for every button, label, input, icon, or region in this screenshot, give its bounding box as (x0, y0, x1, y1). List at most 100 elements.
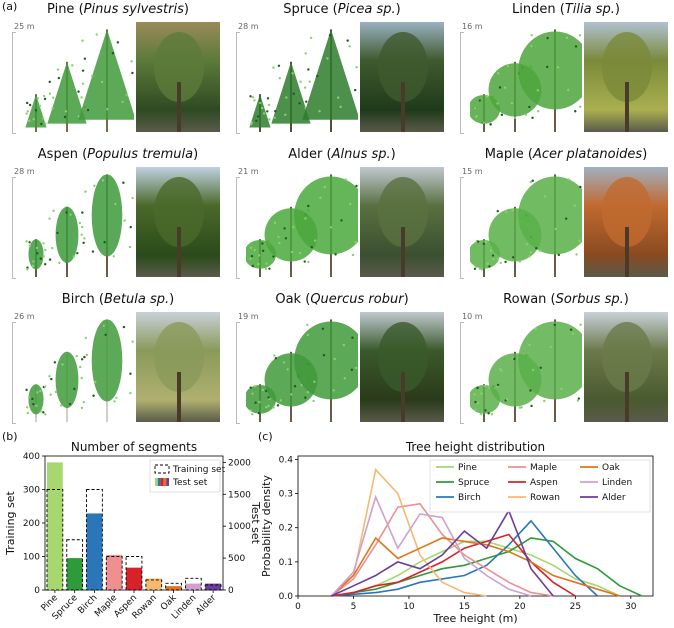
x-tick-label: 15 (459, 602, 470, 612)
species-common-name: Spruce (283, 2, 329, 17)
training-set-bar (86, 489, 103, 591)
training-set-bar (204, 584, 222, 591)
series-line-aspen (331, 533, 576, 597)
species-title: Rowan (Sorbus sp.) (503, 292, 629, 307)
point-cloud-tree-icon (518, 29, 582, 132)
point-cloud-tree-icon (271, 61, 311, 132)
y-tick-label: 200 (23, 519, 40, 529)
species-latin-name: Alnus sp. (331, 147, 391, 162)
y2-tick-label: 1500 (228, 490, 251, 500)
species-cell-spruce: Spruce (Picea sp.) 28 m (232, 0, 452, 145)
height-distribution-chart: Tree height distribution 0 5 10 15 20 25 30 0.0 0… (260, 440, 654, 625)
species-cell-rowan: Rowan (Sorbus sp.) 10 m (456, 290, 674, 435)
point-cloud-trees (470, 174, 582, 277)
height-scale-bracket (236, 177, 240, 279)
y2-tick-label: 500 (228, 554, 245, 564)
y-tick-label: 0.1 (279, 558, 293, 568)
series-line-oak (330, 536, 620, 597)
legend-label: Test set (172, 478, 208, 488)
chart-legend: Pine Spruce Birch Maple Aspen Rowan Oak Linden A… (429, 459, 651, 513)
training-set-bar (46, 489, 64, 591)
point-cloud-trees (25, 174, 134, 277)
panel-label-b: (b) (2, 430, 18, 443)
y-tick-label: 400 (23, 452, 40, 462)
species-latin-name: Betula sp. (104, 292, 170, 307)
height-scale-bracket (236, 322, 240, 424)
point-cloud-trees (246, 174, 358, 277)
point-cloud-tree-icon (48, 351, 86, 422)
height-scale-label: 21 m (238, 167, 259, 176)
height-scale-bracket (236, 32, 240, 134)
legend-label: Linden (602, 478, 632, 488)
height-scale-label: 25 m (14, 22, 35, 31)
y2-tick-label: 1000 (228, 522, 251, 532)
species-common-name: Maple (484, 147, 524, 162)
x-tick-label: 5 (351, 602, 357, 612)
species-title: Oak (Quercus robur) (275, 292, 409, 307)
y-tick-label: 0.0 (279, 592, 294, 602)
y-axis-label: Probability density (260, 475, 273, 577)
species-cell-maple: Maple (Acer platanoides) 15 m (456, 145, 674, 290)
tree-photo (584, 312, 668, 422)
point-cloud-tree-icon (48, 206, 86, 277)
legend-swatch-test (155, 478, 158, 486)
chart-title: Tree height distribution (405, 440, 545, 454)
species-cell-oak: Oak (Quercus robur) 19 m (232, 290, 452, 435)
species-title: Maple (Acer platanoides) (484, 147, 648, 162)
legend-label: Maple (530, 463, 557, 473)
species-title: Pine (Pinus sylvestris) (47, 2, 189, 17)
point-cloud-tree-icon (25, 239, 47, 277)
test-set-bar (86, 513, 103, 590)
species-common-name: Linden (512, 2, 556, 17)
series-line-alder (330, 508, 554, 597)
tree-photo (136, 167, 220, 277)
legend-label: Oak (602, 463, 621, 473)
species-common-name: Birch (61, 292, 95, 307)
legend-label: Spruce (458, 478, 490, 488)
species-title: Alder (Alnus sp.) (288, 147, 396, 162)
height-scale-bracket (460, 322, 464, 424)
height-scale-label: 10 m (462, 312, 483, 321)
point-cloud-tree-icon (25, 384, 47, 422)
segments-bar-chart: Number of segments 0 100 200 300 400 0 500 1000 1… (4, 440, 260, 622)
tree-photo (584, 167, 668, 277)
height-scale-label: 26 m (14, 312, 35, 321)
species-common-name: Rowan (503, 292, 547, 307)
x-tick-label: 10 (403, 602, 415, 612)
species-latin-name: Quercus robur (310, 292, 404, 307)
chart-legend: Training set Test set (149, 459, 226, 493)
series-line-spruce (331, 537, 643, 597)
species-title: Birch (Betula sp.) (61, 292, 175, 307)
legend-box (429, 459, 651, 513)
species-cell-alder: Alder (Alnus sp.) 21 m (232, 145, 452, 290)
plot-frame (297, 455, 654, 597)
height-scale-bracket (12, 177, 16, 279)
point-cloud-tree-icon (80, 174, 134, 277)
test-set-bar (66, 558, 83, 590)
species-cell-linden: Linden (Tilia sp.) 16 m (456, 0, 674, 145)
y2-tick-label: 2000 (228, 458, 251, 468)
y-tick-label: 0 (34, 586, 40, 596)
species-title: Linden (Tilia sp.) (512, 2, 620, 17)
point-cloud-tree-icon (249, 94, 271, 132)
point-cloud-trees (246, 319, 358, 422)
test-set-bar (185, 583, 202, 590)
x-tick-label: Alder (194, 593, 218, 617)
y2-axis-label: Test set (249, 501, 260, 545)
species-latin-name: Populus tremula (87, 147, 194, 162)
height-scale-bracket (12, 32, 16, 134)
tree-photo (136, 22, 220, 132)
y-tick-label: 300 (23, 486, 40, 496)
legend-label: Birch (458, 493, 481, 503)
tree-photo (584, 22, 668, 132)
species-common-name: Oak (275, 292, 302, 307)
legend-swatch-test (160, 478, 164, 486)
tree-photo (136, 312, 220, 422)
point-cloud-tree-icon (25, 94, 47, 132)
test-set-bar (46, 462, 63, 590)
tree-photo (360, 167, 444, 277)
height-scale-label: 16 m (462, 22, 483, 31)
x-tick-label: 25 (570, 602, 581, 612)
legend-label: Aspen (530, 478, 558, 488)
training-set-bar (145, 579, 163, 591)
